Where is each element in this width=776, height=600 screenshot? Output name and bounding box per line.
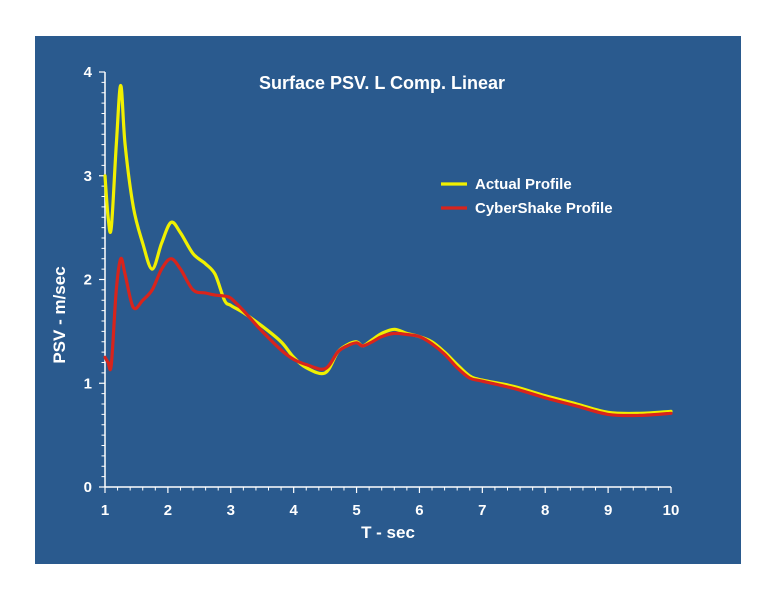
x-tick-label: 4 xyxy=(289,502,298,519)
y-tick-label: 1 xyxy=(84,375,92,392)
x-tick-label: 3 xyxy=(227,502,235,519)
y-tick-label: 2 xyxy=(84,272,92,289)
y-tick-label: 0 xyxy=(84,479,92,496)
x-tick-label: 1 xyxy=(101,502,109,519)
x-tick-label: 10 xyxy=(663,502,680,519)
series-line-cybershake-profile xyxy=(103,256,673,418)
x-tick-label: 5 xyxy=(352,502,360,519)
x-tick-label: 6 xyxy=(415,502,423,519)
psv-line-chart: Surface PSV. L Comp. Linear 1 2 3 4 5 6 7 8 9 10 0… xyxy=(50,64,680,542)
legend-label: CyberShake Profile xyxy=(475,200,613,217)
x-axis-title: T - sec xyxy=(361,523,415,542)
y-tick-label: 3 xyxy=(84,168,92,185)
x-tick-label: 8 xyxy=(541,502,549,519)
series-lines xyxy=(103,83,673,418)
x-tick-label: 7 xyxy=(478,502,486,519)
legend-label: Actual Profile xyxy=(475,176,572,193)
x-tick-label: 9 xyxy=(604,502,612,519)
legend: Actual Profile CyberShake Profile xyxy=(441,176,613,217)
series-line-actual-profile xyxy=(103,83,673,416)
chart-title: Surface PSV. L Comp. Linear xyxy=(259,73,505,93)
y-axis-title: PSV - m/sec xyxy=(50,266,69,363)
x-tick-label: 2 xyxy=(164,502,172,519)
y-tick-label: 4 xyxy=(84,64,93,81)
chart-panel: Surface PSV. L Comp. Linear 1 2 3 4 5 6 7 8 9 10 0… xyxy=(35,36,741,564)
